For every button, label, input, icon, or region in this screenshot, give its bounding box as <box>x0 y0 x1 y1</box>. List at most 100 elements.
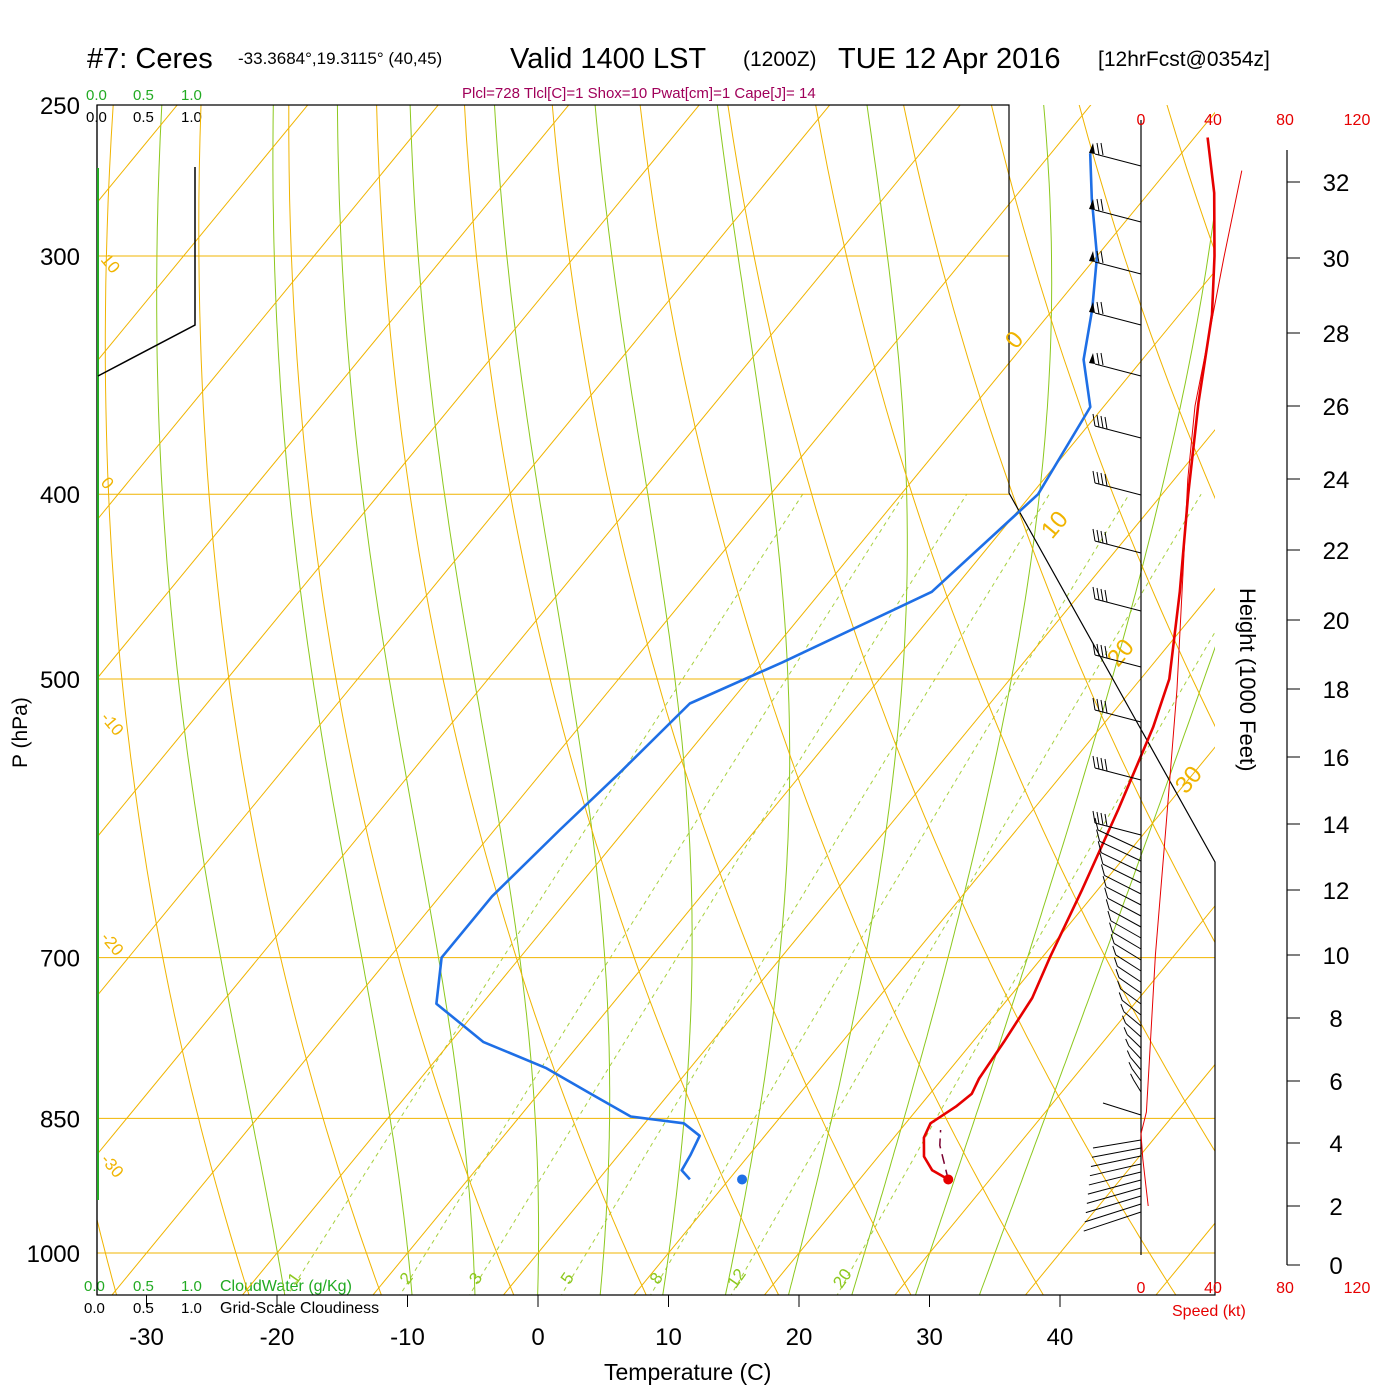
mixing-ratio-label: 5 <box>557 1269 578 1288</box>
temperature-tick-label: 10 <box>655 1324 682 1351</box>
station-coords: -33.3684°,19.3115° (40,45) <box>238 49 442 68</box>
wind-barb-flag <box>1104 473 1108 487</box>
moist-adiabat <box>716 105 791 1295</box>
isotherm-lines <box>97 0 1400 1332</box>
dry-adiabat <box>1201 0 1400 1332</box>
wind-barb-flag <box>1097 841 1102 853</box>
isotherm-label: 30 <box>1170 761 1208 799</box>
surface-temperature-dot <box>943 1174 954 1185</box>
cw-tick-bot-2: 1.0 <box>181 1278 202 1295</box>
wind-barb-staff <box>1092 1139 1142 1149</box>
indices-line: Plcl=728 Tlcl[C]=1 Shox=10 Pwat[cm]=1 Ca… <box>462 85 816 102</box>
wind-barb-flag <box>1100 588 1104 602</box>
valid-time: Valid 1400 LST <box>510 43 706 75</box>
wind-barb-flag <box>1100 812 1104 826</box>
cloudiness-scale-bottom: 0.0 0.5 1.0 Grid-Scale Cloudiness <box>84 1300 379 1317</box>
cw-tick-bot-0: 0.0 <box>84 1278 105 1295</box>
wind-barb-flag <box>1104 887 1109 899</box>
wind-barb-flag <box>1096 414 1100 428</box>
wind-barb-staff <box>1123 1011 1142 1027</box>
height-tick-label: 6 <box>1329 1069 1342 1096</box>
wind-barb-flag <box>1128 1061 1133 1069</box>
height-tick-label: 22 <box>1323 538 1350 565</box>
mixing-ratio-line <box>287 493 804 1295</box>
cl-tick-top-2: 1.0 <box>181 109 202 126</box>
y-axis-label: P (hPa) <box>9 697 32 768</box>
moist-adiabat <box>978 646 1215 1295</box>
dry-adiabat <box>1366 0 1400 1332</box>
isotherm-line <box>97 105 700 838</box>
wind-barb-flag <box>1104 416 1108 430</box>
wind-barb-staff <box>1089 1163 1142 1177</box>
cw-tick-top-1: 0.5 <box>133 87 154 104</box>
isotherm-line <box>502 429 1215 1295</box>
wind-barb-flag <box>1100 142 1104 156</box>
wind-barb-flag <box>1104 589 1108 603</box>
isotherm-labels: 10 0 -10 -20 -30 0 10 20 30 <box>97 250 1208 1181</box>
wind-barb-flag <box>1104 531 1108 545</box>
dry-adiabat <box>990 105 1215 728</box>
temperature-tick-label: 20 <box>786 1324 813 1351</box>
temperature-axis: -30 -20 -10 0 10 20 30 40 <box>129 1295 1073 1351</box>
wind-barb-flag <box>1126 1050 1131 1058</box>
wind-barb-staff <box>1128 1045 1142 1060</box>
wind-barb-flag <box>1100 757 1104 771</box>
isotherm-label: -30 <box>97 1150 127 1181</box>
moist-adiabats <box>156 105 1215 1295</box>
isotherm-line <box>1256 0 1400 1332</box>
wind-barb-staff <box>1094 363 1142 377</box>
moist-adiabat <box>336 105 476 1295</box>
wind-barb-flag <box>1100 864 1105 876</box>
isotherm-line <box>97 105 178 204</box>
cw-tick-bot-1: 0.5 <box>133 1278 154 1295</box>
wind-barb-staff <box>1086 1187 1142 1204</box>
dewpoint-line <box>435 153 1099 1181</box>
isotherm-line <box>97 105 309 362</box>
wind-barb-staff <box>1133 1079 1142 1093</box>
wind-barb-staff <box>1120 988 1142 1005</box>
wind-barb-flag <box>1100 198 1104 212</box>
cloudiness-scale-top: 0.0 0.5 1.0 <box>86 109 202 126</box>
moist-adiabat <box>493 105 611 1295</box>
wind-barb-flag <box>1115 969 1120 978</box>
wind-barb-staff <box>1102 863 1142 884</box>
mixing-ratio-label: 3 <box>465 1269 486 1288</box>
wind-barb-flag <box>1092 755 1096 769</box>
parcel-line <box>939 1129 949 1180</box>
speed-label: Speed (kt) <box>1172 1303 1246 1320</box>
wind-barb-pennant <box>1089 353 1095 364</box>
height-tick-label: 18 <box>1323 677 1350 704</box>
speed-tick-bottom: 0 <box>1137 1280 1146 1297</box>
wind-barb-flag <box>1096 829 1101 842</box>
wind-barb-flag <box>1096 643 1100 657</box>
height-tick-label: 12 <box>1323 878 1350 905</box>
mixing-ratio-label: 2 <box>396 1269 417 1288</box>
dry-adiabat <box>903 105 1215 944</box>
wind-barb-flag <box>1096 352 1100 366</box>
isobar-lines <box>97 104 1215 1254</box>
wind-barb-staff <box>1097 829 1142 851</box>
wind-barb-staff <box>1085 1195 1142 1214</box>
pressure-tick-label: 500 <box>40 667 80 694</box>
wind-barb-staff <box>1121 999 1142 1016</box>
wind-barb-flag <box>1102 876 1107 887</box>
valid-date: TUE 12 Apr 2016 <box>838 43 1060 75</box>
isotherm-label: 10 <box>1036 506 1074 544</box>
surface-dewpoint-dot <box>737 1174 748 1185</box>
wind-barb-flag <box>1096 529 1100 543</box>
isotherm-label: 10 <box>97 250 124 277</box>
forecast-label: [12hrFcst@0354z] <box>1098 48 1270 71</box>
cw-tick-top-0: 0.0 <box>86 87 107 104</box>
isotherm-line <box>1155 1222 1215 1295</box>
isotherm-line <box>763 746 1215 1295</box>
moist-adiabat <box>914 204 1215 1295</box>
wind-barb-staff <box>1117 965 1142 983</box>
wind-barb-flag <box>1094 817 1099 831</box>
height-axis-label: Height (1000 Feet) <box>1235 588 1260 771</box>
moist-adiabat <box>272 105 413 1295</box>
pressure-tick-label: 400 <box>40 482 80 509</box>
temperature-line <box>922 137 1216 1181</box>
wind-barb-flag <box>1096 698 1100 712</box>
station-title: #7: Ceres <box>87 43 213 75</box>
pressure-axis: 250 300 400 500 700 850 1000 <box>27 93 80 1268</box>
